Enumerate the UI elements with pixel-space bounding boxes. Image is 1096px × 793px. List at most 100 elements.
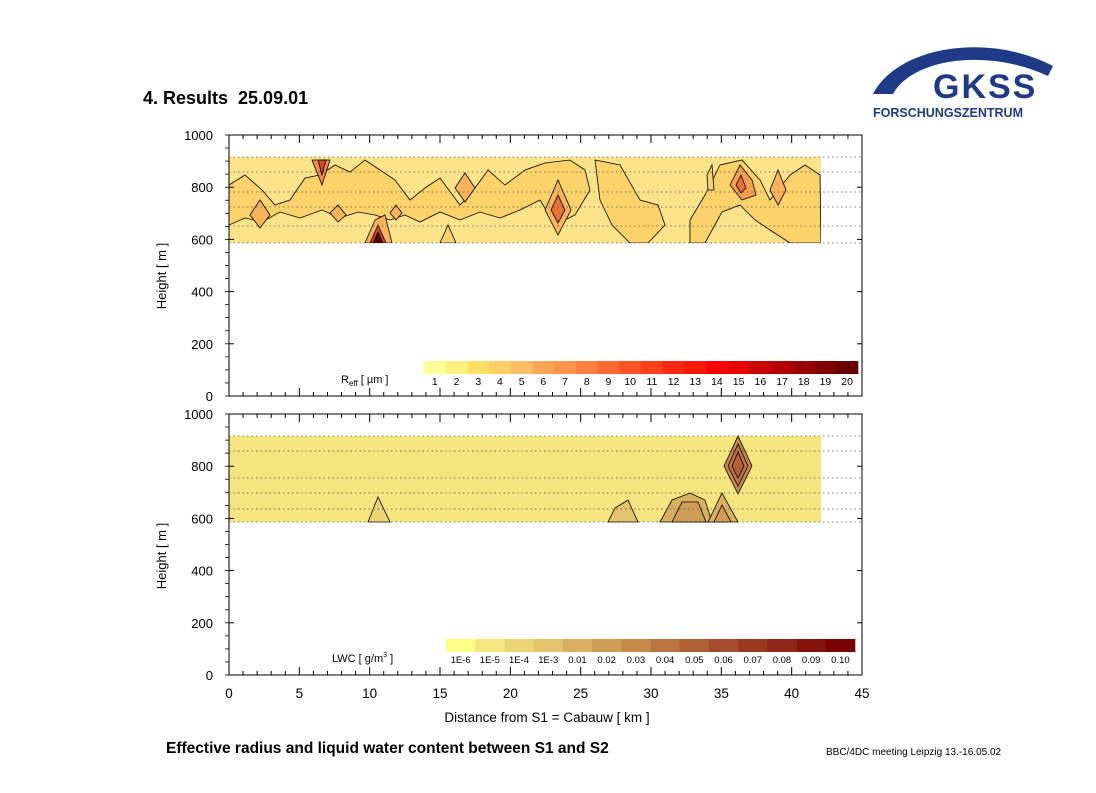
gkss-logo-icon: GKSS FORSCHUNGSZENTRUM xyxy=(873,47,1053,120)
colorbar-swatch xyxy=(727,361,750,374)
lwc-y-axis-label: Height [ m ] xyxy=(154,523,169,589)
colorbar-swatch xyxy=(650,639,681,652)
lwc-contour xyxy=(713,504,732,523)
colorbar-swatch xyxy=(792,361,815,374)
colorbar-tick-label: 0.07 xyxy=(744,655,763,666)
colorbar-swatch xyxy=(597,361,620,374)
reff-contour xyxy=(706,163,715,191)
y-tick-label: 400 xyxy=(191,285,213,300)
reff-cloud-field xyxy=(229,157,821,243)
reff-colorbar-label: Reff [ µm ] xyxy=(341,374,389,388)
reff-contour xyxy=(594,159,666,243)
colorbar-tick-label: 0.10 xyxy=(831,655,850,666)
chart-lwc: 0 200 400 600 800 1000 0 5 10 15 20 25 30 35 40 45 Hei… xyxy=(154,407,870,725)
colorbar-tick-label: 9 xyxy=(606,376,612,388)
lwc-y-axis: 0 200 400 600 800 1000 xyxy=(184,407,862,683)
colorbar-tick-label: 11 xyxy=(646,376,657,388)
x-tick-label: 20 xyxy=(503,686,518,701)
colorbar-tick-label: 0.08 xyxy=(773,655,792,666)
colorbar-swatch xyxy=(575,361,598,374)
colorbar-tick-label: 2 xyxy=(454,376,460,388)
logo-name: GKSS xyxy=(933,68,1037,106)
colorbar-swatch xyxy=(749,361,772,374)
colorbar-tick-label: 17 xyxy=(776,376,788,388)
colorbar-swatch xyxy=(641,361,663,374)
y-tick-label: 0 xyxy=(206,389,213,404)
slide-title: 4. Results 25.09.01 xyxy=(143,88,309,108)
reff-y-axis: 0 200 400 600 800 1000 xyxy=(184,128,862,404)
x-tick-label: 40 xyxy=(784,686,799,701)
lwc-cloud-field xyxy=(229,435,821,523)
colorbar-swatch xyxy=(767,639,797,652)
colorbar-swatch xyxy=(592,639,622,652)
colorbar-tick-label: 12 xyxy=(668,376,680,388)
colorbar-tick-label: 0.03 xyxy=(627,655,646,666)
reff-contour xyxy=(389,204,403,221)
y-tick-label: 1000 xyxy=(184,128,213,143)
y-tick-label: 800 xyxy=(191,180,213,195)
reff-contour xyxy=(317,159,327,177)
colorbar-swatch xyxy=(510,361,533,374)
colorbar-swatch xyxy=(679,639,710,652)
slide-footer: BBC/4DC meeting Leipzig 13.-16.05.02 xyxy=(826,747,1002,758)
y-tick-label: 0 xyxy=(206,668,213,683)
colorbar-tick-label: 7 xyxy=(562,376,568,388)
colorbar-swatch xyxy=(814,361,837,374)
colorbar-tick-label: 15 xyxy=(733,376,745,388)
colorbar-swatch xyxy=(738,639,768,652)
colorbar-swatch xyxy=(708,639,739,652)
lwc-x-axis: 0 5 10 15 20 25 30 35 40 45 xyxy=(225,414,870,701)
colorbar-swatch xyxy=(621,639,651,652)
colorbar-tick-label: 0.06 xyxy=(714,655,733,666)
colorbar-swatch xyxy=(684,361,707,374)
lwc-gridlines xyxy=(229,435,862,523)
reff-contour xyxy=(735,174,747,194)
colorbar-swatch xyxy=(562,639,593,652)
colorbar-tick-label: 16 xyxy=(755,376,767,388)
x-tick-label: 5 xyxy=(296,686,304,701)
colorbar-swatch xyxy=(445,361,468,374)
colorbar-tick-label: 1E-4 xyxy=(509,655,529,666)
colorbar-tick-label: 19 xyxy=(820,376,832,388)
colorbar-swatch xyxy=(619,361,642,374)
x-tick-label: 0 xyxy=(225,686,233,701)
colorbar-swatch xyxy=(662,361,685,374)
colorbar-tick-label: 0.09 xyxy=(802,655,821,666)
y-tick-label: 600 xyxy=(191,511,213,526)
colorbar-tick-label: 6 xyxy=(540,376,546,388)
colorbar-swatch xyxy=(446,639,476,652)
x-tick-label: 45 xyxy=(854,686,869,701)
reff-contour xyxy=(372,231,384,243)
colorbar-tick-label: 0.02 xyxy=(597,655,616,666)
colorbar-swatch xyxy=(533,639,564,652)
reff-contour xyxy=(769,168,787,206)
reff-contour xyxy=(329,204,347,223)
lwc-contour xyxy=(731,450,745,479)
colorbar-swatch xyxy=(825,639,856,652)
lwc-colorbar: 1E-6 1E-5 1E-4 1E-3 0.01 0.02 0.03 0.04 0.05 0.06… xyxy=(332,639,856,666)
colorbar-tick-label: 3 xyxy=(475,376,481,388)
colorbar-tick-label: 1E-5 xyxy=(480,655,500,666)
y-tick-label: 600 xyxy=(191,232,213,247)
colorbar-tick-label: 1 xyxy=(432,376,438,388)
colorbar-tick-label: 10 xyxy=(624,376,636,388)
reff-contour xyxy=(454,172,476,203)
reff-contour xyxy=(439,224,457,243)
y-tick-label: 1000 xyxy=(184,407,213,422)
colorbar-tick-label: 4 xyxy=(497,376,503,388)
colorbar-swatch xyxy=(836,361,859,374)
lwc-contour xyxy=(607,499,639,523)
y-tick-label: 200 xyxy=(191,616,213,631)
gkss-logo: GKSS FORSCHUNGSZENTRUM xyxy=(868,36,1058,126)
colorbar-tick-label: 8 xyxy=(584,376,590,388)
x-tick-label: 15 xyxy=(432,686,447,701)
colorbar-swatch xyxy=(489,361,512,374)
reff-y-axis-label: Height [ m ] xyxy=(154,243,169,309)
colorbar-tick-label: 0.04 xyxy=(656,655,675,666)
reff-contour xyxy=(689,159,821,243)
colorbar-swatch xyxy=(475,639,505,652)
colorbar-tick-label: 13 xyxy=(689,376,701,388)
lwc-contour xyxy=(671,501,707,523)
